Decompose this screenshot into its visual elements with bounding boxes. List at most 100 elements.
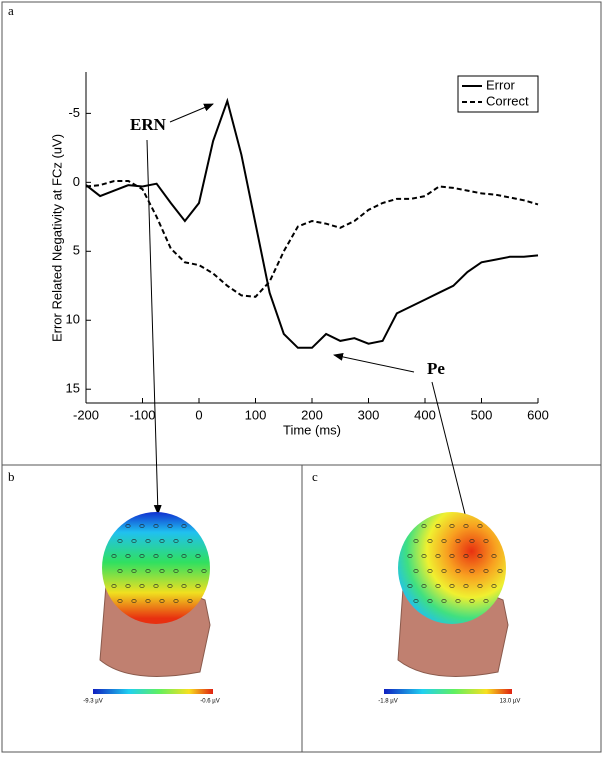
y-tick-label: -5 xyxy=(68,105,80,120)
electrode xyxy=(413,599,419,603)
x-axis-title: Time (ms) xyxy=(283,422,341,437)
head-map xyxy=(99,512,211,677)
x-tick-label: 300 xyxy=(358,407,380,422)
electrode xyxy=(131,539,137,543)
electrode xyxy=(449,554,455,558)
electrode xyxy=(117,539,123,543)
y-axis-title: Error Related Negativity at FCz (uV) xyxy=(49,134,64,342)
electrode xyxy=(111,584,117,588)
colorbar-label: -9.3 µV xyxy=(83,699,102,705)
electrode xyxy=(125,584,131,588)
electrode xyxy=(181,584,187,588)
electrode xyxy=(463,524,469,528)
legend-label: Error xyxy=(486,77,516,92)
electrode xyxy=(195,554,201,558)
electrode xyxy=(491,554,497,558)
electrode xyxy=(187,539,193,543)
colorbar-label: -1.8 µV xyxy=(378,699,397,705)
electrode xyxy=(469,539,475,543)
electrode xyxy=(173,539,179,543)
electrode xyxy=(477,524,483,528)
legend-box xyxy=(457,75,539,113)
electrode xyxy=(407,554,413,558)
electrode xyxy=(483,599,489,603)
electrode xyxy=(427,569,433,573)
arrow xyxy=(146,139,162,515)
line-series xyxy=(85,180,539,298)
electrode xyxy=(167,524,173,528)
electrode xyxy=(463,554,469,558)
x-tick-label: 200 xyxy=(301,407,323,422)
electrode xyxy=(145,599,151,603)
electrode xyxy=(477,554,483,558)
annotation: Pe xyxy=(427,359,445,378)
y-tick-label: 10 xyxy=(66,312,80,327)
x-tick-label: 600 xyxy=(527,407,549,422)
colorbar xyxy=(93,689,213,694)
electrode xyxy=(435,524,441,528)
electrode xyxy=(153,584,159,588)
electrode xyxy=(181,554,187,558)
electrode xyxy=(195,584,201,588)
electrode xyxy=(159,539,165,543)
electrode xyxy=(427,599,433,603)
electrode xyxy=(469,599,475,603)
electrode xyxy=(491,584,497,588)
electrode xyxy=(413,539,419,543)
electrode xyxy=(407,584,413,588)
y-tick-label: 0 xyxy=(73,174,80,189)
electrode xyxy=(181,524,187,528)
panel-label: a xyxy=(8,3,14,18)
electrode xyxy=(449,524,455,528)
electrode xyxy=(117,569,123,573)
electrode xyxy=(421,524,427,528)
electrode xyxy=(449,584,455,588)
panel-label: c xyxy=(312,469,318,484)
electrode xyxy=(463,584,469,588)
electrode xyxy=(483,539,489,543)
electrode xyxy=(187,569,193,573)
electrode xyxy=(131,599,137,603)
x-tick-label: 100 xyxy=(245,407,267,422)
electrode xyxy=(159,569,165,573)
electrode xyxy=(413,569,419,573)
electrode xyxy=(483,569,489,573)
electrode xyxy=(421,584,427,588)
x-tick-label: -100 xyxy=(129,407,155,422)
electrode xyxy=(145,569,151,573)
electrode xyxy=(125,554,131,558)
electrode xyxy=(441,569,447,573)
electrode xyxy=(435,554,441,558)
arrows xyxy=(146,103,474,543)
electrode xyxy=(117,599,123,603)
y-tick-label: 5 xyxy=(73,243,80,258)
electrode xyxy=(159,599,165,603)
scalp-map xyxy=(102,512,210,624)
electrode xyxy=(201,569,207,573)
electrode xyxy=(421,554,427,558)
electrode xyxy=(125,524,131,528)
electrode xyxy=(497,569,503,573)
electrode xyxy=(139,584,145,588)
electrode xyxy=(131,569,137,573)
x-tick-label: 500 xyxy=(471,407,493,422)
electrode xyxy=(139,524,145,528)
head-map xyxy=(397,512,509,677)
colorbar-label: -0.6 µV xyxy=(200,699,219,705)
electrode xyxy=(153,524,159,528)
legend-label: Correct xyxy=(486,93,529,108)
annotation: ERN xyxy=(130,115,167,134)
electrode xyxy=(173,569,179,573)
electrode xyxy=(153,554,159,558)
scalp-map xyxy=(398,512,506,624)
arrow xyxy=(169,103,214,123)
colorbar-label: 13.0 µV xyxy=(500,699,521,705)
electrode xyxy=(167,554,173,558)
electrode xyxy=(441,539,447,543)
electrode xyxy=(435,584,441,588)
electrode xyxy=(455,599,461,603)
electrode xyxy=(187,599,193,603)
electrode xyxy=(477,584,483,588)
electrode xyxy=(441,599,447,603)
